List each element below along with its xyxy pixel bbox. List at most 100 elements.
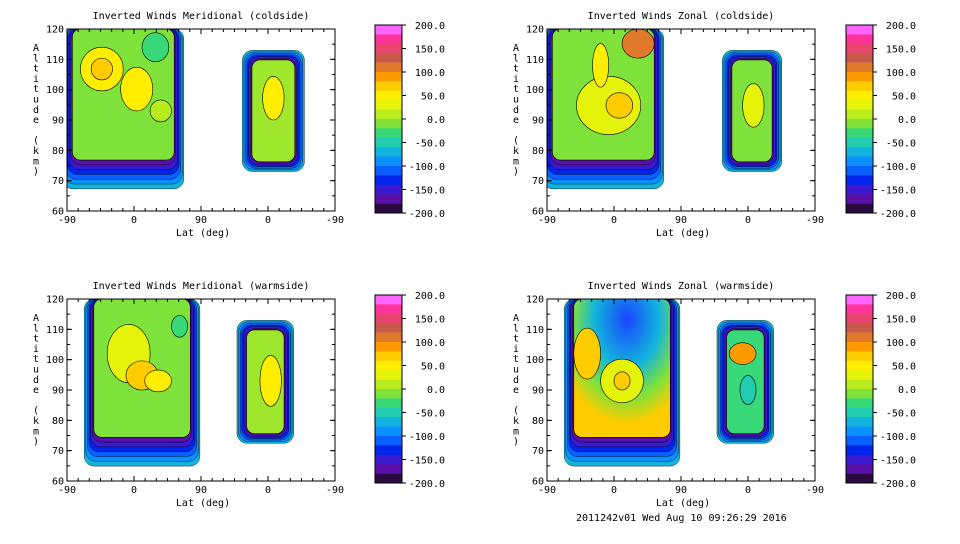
- panel3-colorbar-swatch: [375, 436, 402, 446]
- panel4-colorbar-swatch: [846, 370, 873, 380]
- panel3-colorbar-swatch: [375, 426, 402, 437]
- panel4-colorbar-swatch: [846, 473, 873, 484]
- panel2-ylabel-char: i: [513, 74, 519, 85]
- panel2-colorbar-swatch: [846, 62, 873, 73]
- panel2-colorbar-label: -50.0: [886, 139, 916, 150]
- panel2-plot-area: [547, 29, 782, 190]
- panel4-ylabel-char: k: [513, 416, 519, 427]
- panel4-ytick-label: 110: [526, 325, 544, 336]
- panel1-colorbar-label: -100.0: [409, 162, 445, 173]
- panel2-colorbar-label: -200.0: [880, 209, 916, 220]
- panel4-contour-5: [739, 375, 757, 405]
- panel4-ylabel-char: A: [513, 313, 519, 324]
- panel2-colorbar-swatch: [846, 109, 873, 120]
- panel3-colorbar-swatch: [375, 454, 402, 465]
- panel2-ylabel-char: t: [513, 64, 519, 75]
- panel2-colorbar-swatch: [846, 203, 873, 214]
- panel2-colorbar: 200.0 150.0 100.0 50.0 0.0 -50.0 -100.0 -150.0 -…: [845, 21, 916, 220]
- panel3-ylabel-char: l: [33, 323, 39, 334]
- panel2-colorbar-label: -100.0: [880, 162, 916, 173]
- panel3-xtick-label: 0: [131, 485, 137, 496]
- panel1-contour-5: [149, 99, 172, 123]
- panel4-ylabel-char: t: [513, 354, 519, 365]
- panel1-colorbar-swatch: [375, 43, 402, 54]
- panel4-colorbar-swatch: [846, 323, 873, 333]
- panel4-colorbar-label: -100.0: [880, 432, 916, 443]
- panel3-plot-area: [84, 299, 294, 467]
- panel1-ytick-label: 90: [52, 116, 64, 127]
- panel1-colorbar-label: 100.0: [415, 68, 445, 79]
- panel1-contour-3: [141, 32, 170, 63]
- panel1-ylabel-char: d: [33, 105, 39, 116]
- panel2-colorbar-label: 100.0: [886, 68, 916, 79]
- panel2-ylabel-char: ): [513, 167, 519, 178]
- panel2-ytick-label: 110: [526, 55, 544, 66]
- panel2-ytick-label: 120: [526, 25, 544, 36]
- panel4-colorbar-label: 50.0: [892, 362, 916, 373]
- panel4-ytick-label: 100: [526, 355, 544, 366]
- panel4-xtick-label: -90: [806, 485, 824, 496]
- panel4-xtick-label: 90: [675, 485, 687, 496]
- panel2-colorbar-swatch: [846, 137, 873, 148]
- panel3-xtick-label: -90: [58, 485, 76, 496]
- panel3-ylabel-char: t: [33, 354, 39, 365]
- panel1-contour-6: [262, 76, 285, 121]
- panel3-xtick-label: 90: [195, 485, 207, 496]
- panel3-colorbar: 200.0 150.0 100.0 50.0 0.0 -50.0 -100.0 -150.0 -…: [374, 291, 445, 490]
- panel1-xtick-label: -90: [58, 215, 76, 226]
- panel3-contour-3: [144, 369, 172, 393]
- panel2-colorbar-swatch: [846, 184, 873, 195]
- panel3-ytick-label: 120: [46, 295, 64, 306]
- panel1-contour-4: [120, 66, 154, 112]
- panel4-ylabel-char: e: [513, 385, 519, 396]
- panel2-xtick-label: -90: [538, 215, 556, 226]
- panel2-ylabel-char: u: [513, 95, 519, 106]
- panel2-ytick-label: 60: [532, 207, 544, 218]
- panel1-colorbar-swatch: [375, 166, 402, 176]
- panel1-ytick-label: 120: [46, 25, 64, 36]
- panel1-colorbar-label: 50.0: [421, 92, 445, 103]
- panel2-colorbar-swatch: [846, 194, 873, 204]
- panel3-ylabel-char: (: [33, 406, 39, 417]
- panel1-colorbar-swatch: [375, 147, 402, 157]
- panel2-colorbar-label: -150.0: [880, 186, 916, 197]
- chart-panel-1: Inverted Winds Meridional (coldside) 120 1…: [33, 11, 445, 239]
- panel2-ylabel-char: A: [513, 43, 519, 54]
- panel4-colorbar: 200.0 150.0 100.0 50.0 0.0 -50.0 -100.0 -150.0 -…: [845, 291, 916, 490]
- panel3-colorbar-swatch: [375, 379, 402, 390]
- panel4-colorbar-swatch: [846, 313, 873, 324]
- panel1-ylabel-char: i: [33, 74, 39, 85]
- panel3-ytick-label: 60: [52, 477, 64, 488]
- panel3-colorbar-label: -150.0: [409, 456, 445, 467]
- panel3-ylabel-char: m: [33, 426, 39, 437]
- panel3-colorbar-swatch: [375, 473, 402, 484]
- panel1-colorbar-swatch: [375, 137, 402, 148]
- panel1-ylabel-char: l: [33, 53, 39, 64]
- panel2-colorbar-label: 50.0: [892, 92, 916, 103]
- panel3-ylabel-char: ): [33, 437, 39, 448]
- panel2-ylabel-char: l: [513, 53, 519, 64]
- panel1-colorbar-label: 200.0: [415, 21, 445, 32]
- panel4-colorbar-swatch: [846, 332, 873, 343]
- panel2-ytick-label: 80: [532, 146, 544, 157]
- panel3-colorbar-swatch: [375, 304, 402, 315]
- panel2-ylabel-char: e: [513, 115, 519, 126]
- panel4-plot-area: [564, 299, 774, 467]
- panel1-ylabel-char: k: [33, 146, 39, 157]
- panel4-xtick-label: -90: [538, 485, 556, 496]
- panel1-colorbar-swatch: [375, 25, 402, 35]
- panel2-ylabel-char: t: [513, 84, 519, 95]
- panel3-xlabel: Lat (deg): [176, 498, 230, 509]
- panel3-colorbar-swatch: [375, 398, 402, 409]
- panel4-xtick-label: 0: [745, 485, 751, 496]
- panel1-colorbar-swatch: [375, 109, 402, 120]
- panel4-ylabel-char: ): [513, 437, 519, 448]
- panel4-colorbar-label: -50.0: [886, 409, 916, 420]
- panel3-title: Inverted Winds Meridional (warmside): [93, 281, 310, 292]
- panel3-colorbar-label: -50.0: [415, 409, 445, 420]
- chart-panel-4: Inverted Winds Zonal (warmside) 120 110 100…: [513, 281, 916, 509]
- panel1-colorbar-swatch: [375, 62, 402, 73]
- panel4-colorbar-label: 150.0: [886, 315, 916, 326]
- panel1-colorbar-swatch: [375, 34, 402, 45]
